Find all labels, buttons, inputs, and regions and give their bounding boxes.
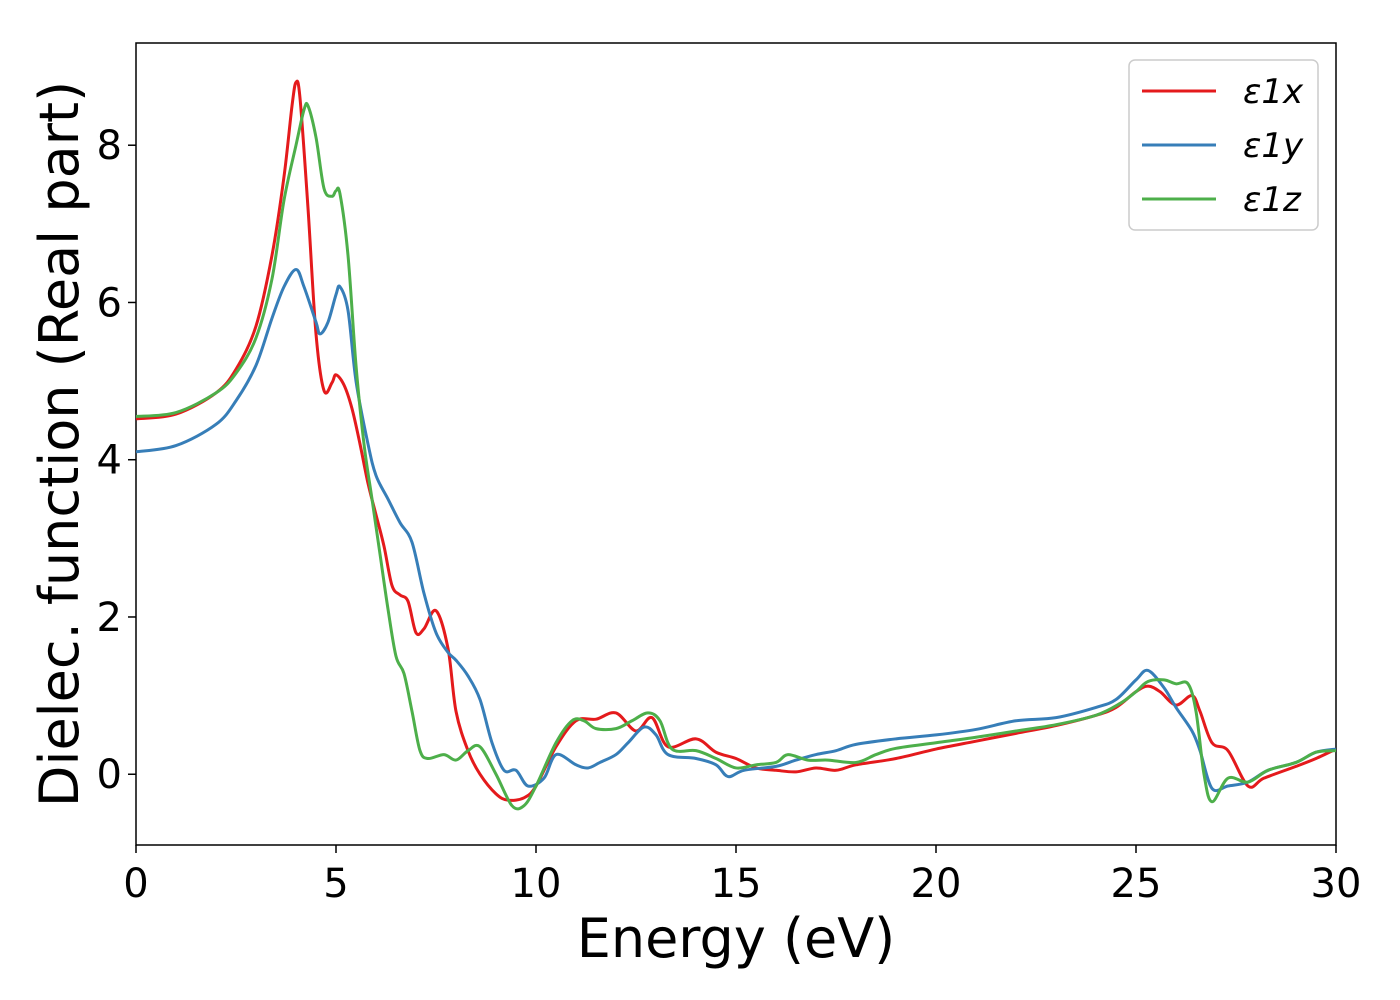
legend-label-0: ε1x — [1243, 72, 1304, 112]
y-tick-label-1: 2 — [97, 595, 122, 641]
y-tick-label-4: 8 — [97, 123, 122, 169]
y-axis-ticks: 0 2 4 6 8 — [97, 123, 136, 798]
x-axis-ticks: 0 5 10 15 20 25 30 — [123, 845, 1361, 907]
y-tick-label-2: 4 — [97, 438, 122, 484]
y-axis-label: Dielec. function (Real part) — [28, 81, 91, 807]
y-tick-label-0: 0 — [97, 752, 122, 798]
x-tick-label-1: 5 — [323, 861, 348, 907]
y-tick-label-3: 6 — [97, 280, 122, 326]
legend-label-2: ε1z — [1243, 180, 1302, 220]
x-tick-label-4: 20 — [911, 861, 962, 907]
x-tick-label-6: 30 — [1311, 861, 1362, 907]
legend: ε1x ε1y ε1z — [1128, 59, 1319, 231]
x-tick-label-2: 10 — [511, 861, 562, 907]
series-line-1 — [136, 267, 1336, 793]
x-tick-label-3: 15 — [711, 861, 762, 907]
x-axis-label: Energy (eV) — [577, 907, 896, 970]
x-tick-label-0: 0 — [123, 861, 148, 907]
x-tick-label-5: 25 — [1111, 861, 1162, 907]
legend-box — [1128, 59, 1319, 231]
series-layer — [136, 79, 1336, 811]
series-line-2 — [136, 101, 1336, 811]
legend-label-1: ε1y — [1243, 126, 1304, 166]
